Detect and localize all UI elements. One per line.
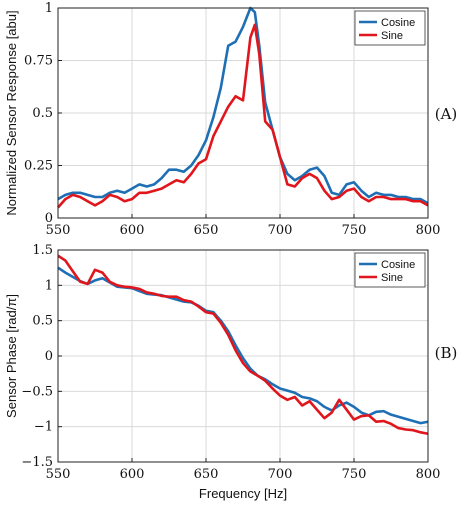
series-line-sine [57,23,429,209]
x-tick-label: 700 [268,223,293,238]
y-tick-label: 1 [45,278,53,293]
x-tick-label: 550 [46,223,71,238]
panel-label: (B) [435,344,458,362]
x-tick-label: 750 [342,467,367,482]
series-line-cosine [57,6,429,205]
legend-label-cosine: Cosine [381,17,415,29]
series-line-cosine [57,266,429,425]
x-tick-label: 800 [416,223,441,238]
y-axis-label: Normalized Sensor Response [abu] [4,10,19,215]
series-line-sine [57,254,429,436]
y-tick-label: 1 [45,1,53,16]
y-tick-label: 0.75 [24,54,53,69]
y-tick-label: −1 [34,420,53,435]
y-axis-label: Sensor Phase [rad/π] [4,294,19,418]
x-tick-label: 600 [120,467,145,482]
x-tick-label: 700 [268,467,293,482]
y-tick-label: −1.5 [21,455,53,470]
y-tick-label: 0.5 [32,106,53,121]
x-axis-label: Frequency [Hz] [199,486,287,501]
y-tick-label: 1.5 [32,243,53,258]
panel-label: (A) [435,105,458,123]
y-tick-label: 0.25 [24,159,53,174]
y-tick-label: −0.5 [21,384,53,399]
legend-label-sine: Sine [381,30,403,42]
x-tick-label: 550 [46,467,71,482]
panel-a-response-chart: 550 600 650 700 750 800 0 0.25 0.5 0.75 1 Normalize… [4,1,457,238]
x-tick-label: 600 [120,223,145,238]
y-tick-label: 0 [45,211,53,226]
legend-box [354,252,426,288]
y-tick-label: 0 [45,349,53,364]
x-tick-label: 650 [194,223,219,238]
legend-label-cosine: Cosine [381,259,415,271]
x-tick-label: 800 [416,467,441,482]
panel-b-phase-chart: 550 600 650 700 750 800 −1.5 −1 −0.5 0 0.5 1 1.5 Sens… [4,243,457,501]
y-tick-label: 0.5 [32,314,53,329]
x-tick-label: 650 [194,467,219,482]
legend-label-sine: Sine [381,272,403,284]
legend-box [354,10,426,46]
x-tick-label: 750 [342,223,367,238]
